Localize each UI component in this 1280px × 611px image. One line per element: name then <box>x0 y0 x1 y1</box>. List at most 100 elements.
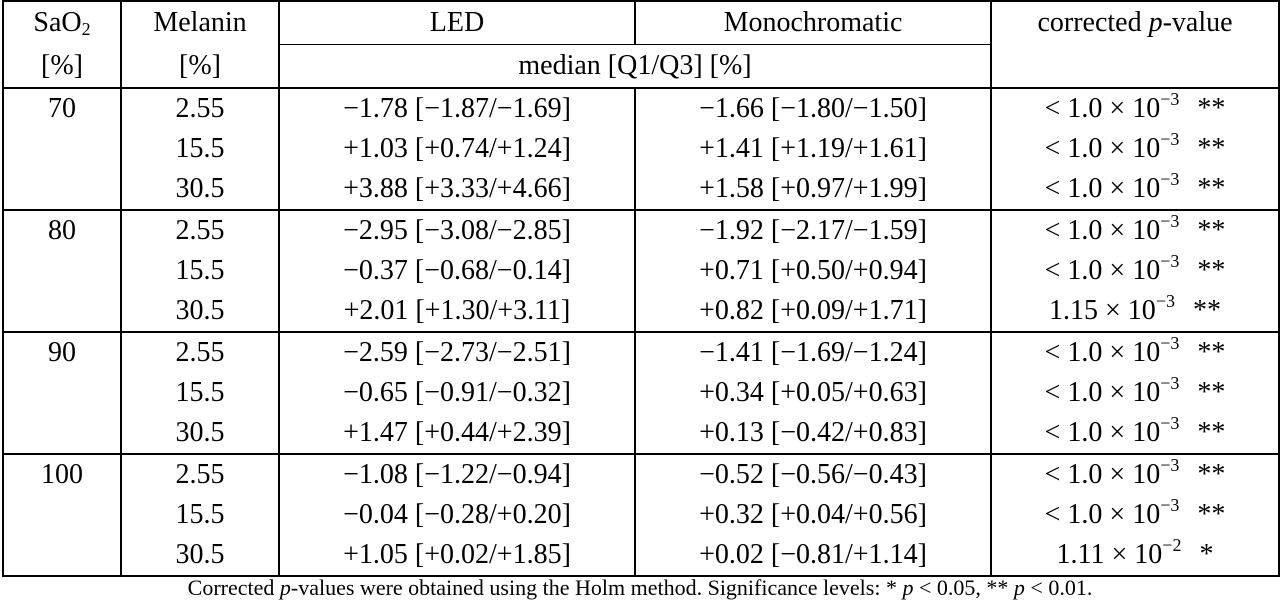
cell-led: +1.03 [+0.74/+1.24] <box>279 129 636 169</box>
pvalue-exponent: −3 <box>1160 129 1180 149</box>
cell-monochromatic: −0.52 [−0.56/−0.43] <box>635 453 992 495</box>
significance-stars: ** <box>1197 499 1226 530</box>
cell-sao2: 90 <box>2 331 122 455</box>
pvalue-mantissa: < 1.0 × 10 <box>1044 417 1161 448</box>
table-body: 70 2.55 −1.78 [−1.87/−1.69] −1.66 [−1.80/−1… <box>2 87 1280 577</box>
header-melanin-unit: [%] <box>121 44 280 88</box>
pvalue-exponent: −3 <box>1160 495 1180 515</box>
cell-pvalue: < 1.0 × 10−3 ** <box>991 495 1280 535</box>
cell-pvalue: < 1.0 × 10−3 ** <box>991 129 1280 169</box>
table-row: 80 2.55 −2.95 [−3.08/−2.85] −1.92 [−2.17/−1… <box>2 209 1280 333</box>
pvalue-mantissa: < 1.0 × 10 <box>1044 93 1161 124</box>
cell-sao2: 70 <box>2 87 122 211</box>
cell-pvalue: 1.15 × 10−3 ** <box>991 291 1280 332</box>
header-median-label: median [Q1/Q3] [%] <box>279 44 992 88</box>
table-caption: Corrected p-values were obtained using t… <box>187 575 1093 600</box>
pvalue-mantissa: < 1.0 × 10 <box>1044 215 1161 246</box>
significance-stars: ** <box>1197 337 1226 368</box>
cell-melanin: 15.5 <box>121 129 280 169</box>
pvalue-exponent: −3 <box>1160 211 1180 231</box>
pvalue-exponent: −3 <box>1160 333 1180 353</box>
significance-stars: ** <box>1197 459 1226 490</box>
cell-melanin: 30.5 <box>121 169 280 210</box>
pvalue-exponent: −2 <box>1162 535 1182 555</box>
table-row: 70 2.55 −1.78 [−1.87/−1.69] −1.66 [−1.80/−1… <box>2 87 1280 211</box>
header-monochromatic: Monochromatic <box>635 0 992 45</box>
table-row: 15.5 +1.03 [+0.74/+1.24] +1.41 [+1.19/+1.6… <box>3 129 1280 169</box>
pvalue-exponent: −3 <box>1160 455 1180 475</box>
pvalue-exponent: −3 <box>1160 373 1180 393</box>
cell-pvalue: < 1.0 × 10−3 ** <box>991 209 1280 251</box>
pvalue-mantissa: < 1.0 × 10 <box>1044 377 1161 408</box>
cell-monochromatic: +0.34 [+0.05/+0.63] <box>635 373 992 413</box>
significance-stars: ** <box>1197 215 1226 246</box>
cell-pvalue: < 1.0 × 10−3 ** <box>991 453 1280 495</box>
cell-led: −0.04 [−0.28/+0.20] <box>279 495 636 535</box>
significance-stars: ** <box>1197 133 1226 164</box>
cell-led: +1.47 [+0.44/+2.39] <box>279 413 636 454</box>
header-pvalue-empty <box>991 44 1280 88</box>
header-melanin: Melanin <box>121 0 280 45</box>
significance-stars: ** <box>1197 93 1226 124</box>
cell-melanin: 2.55 <box>121 209 280 251</box>
cell-sao2: 100 <box>2 453 122 577</box>
pvalue-exponent: −3 <box>1155 291 1175 311</box>
significance-stars: ** <box>1197 377 1226 408</box>
table-row: 15.5 −0.04 [−0.28/+0.20] +0.32 [+0.04/+0.5… <box>3 495 1280 535</box>
cell-monochromatic: +0.82 [+0.09/+1.71] <box>635 291 992 332</box>
cell-monochromatic: +1.58 [+0.97/+1.99] <box>635 169 992 210</box>
table-row: 30.5 +3.88 [+3.33/+4.66] +1.58 [+0.97/+1.9… <box>3 169 1280 210</box>
cell-melanin: 2.55 <box>121 87 280 129</box>
cell-led: −0.37 [−0.68/−0.14] <box>279 251 636 291</box>
pvalue-mantissa: < 1.0 × 10 <box>1044 459 1161 490</box>
header-row-2: [%] [%] median [Q1/Q3] [%] <box>2 44 1280 88</box>
cell-melanin: 15.5 <box>121 495 280 535</box>
header-sao2: SaO2 <box>2 0 122 45</box>
cell-led: +1.05 [+0.02/+1.85] <box>279 535 636 577</box>
significance-stars: ** <box>1197 255 1226 286</box>
cell-pvalue: 1.11 × 10−2 * <box>991 535 1280 577</box>
table-row: 30.5 +1.47 [+0.44/+2.39] +0.13 [−0.42/+0.8… <box>3 413 1280 454</box>
cell-led: −0.65 [−0.91/−0.32] <box>279 373 636 413</box>
pvalue-mantissa: < 1.0 × 10 <box>1044 173 1161 204</box>
significance-stars: ** <box>1192 295 1221 326</box>
cell-melanin: 30.5 <box>121 413 280 454</box>
cell-sao2: 80 <box>2 209 122 333</box>
pvalue-mantissa: < 1.0 × 10 <box>1044 337 1161 368</box>
cell-melanin: 30.5 <box>121 291 280 332</box>
pvalue-exponent: −3 <box>1160 169 1180 189</box>
cell-monochromatic: −1.92 [−2.17/−1.59] <box>635 209 992 251</box>
cell-monochromatic: −1.66 [−1.80/−1.50] <box>635 87 992 129</box>
cell-monochromatic: +1.41 [+1.19/+1.61] <box>635 129 992 169</box>
header-corrected-pvalue: corrected p-value <box>991 0 1280 45</box>
pvalue-mantissa: < 1.0 × 10 <box>1044 255 1161 286</box>
cell-melanin: 15.5 <box>121 373 280 413</box>
pvalue-mantissa: < 1.0 × 10 <box>1044 499 1161 530</box>
significance-stars: * <box>1199 539 1214 570</box>
cell-monochromatic: +0.32 [+0.04/+0.56] <box>635 495 992 535</box>
cell-led: +2.01 [+1.30/+3.11] <box>279 291 636 332</box>
pvalue-mantissa: 1.11 × 10 <box>1056 539 1163 570</box>
results-table: SaO2 Melanin LED Monochromatic corrected… <box>2 0 1280 577</box>
cell-pvalue: < 1.0 × 10−3 ** <box>991 413 1280 454</box>
cell-monochromatic: +0.13 [−0.42/+0.83] <box>635 413 992 454</box>
cell-led: +3.88 [+3.33/+4.66] <box>279 169 636 210</box>
cell-monochromatic: +0.02 [−0.81/+1.14] <box>635 535 992 577</box>
header-sao2-unit: [%] <box>2 44 122 88</box>
cell-pvalue: < 1.0 × 10−3 ** <box>991 87 1280 129</box>
pvalue-mantissa: < 1.0 × 10 <box>1044 133 1161 164</box>
cell-led: −2.95 [−3.08/−2.85] <box>279 209 636 251</box>
cell-pvalue: < 1.0 × 10−3 ** <box>991 251 1280 291</box>
cell-monochromatic: −1.41 [−1.69/−1.24] <box>635 331 992 373</box>
pvalue-exponent: −3 <box>1160 413 1180 433</box>
table-row: 30.5 +1.05 [+0.02/+1.85] +0.02 [−0.81/+1.1… <box>3 535 1280 577</box>
table-row: 15.5 −0.65 [−0.91/−0.32] +0.34 [+0.05/+0.6… <box>3 373 1280 413</box>
table-row: 90 2.55 −2.59 [−2.73/−2.51] −1.41 [−1.69/−1… <box>2 331 1280 455</box>
cell-pvalue: < 1.0 × 10−3 ** <box>991 373 1280 413</box>
header-led: LED <box>279 0 636 45</box>
pvalue-exponent: −3 <box>1160 251 1180 271</box>
cell-melanin: 15.5 <box>121 251 280 291</box>
cell-led: −1.08 [−1.22/−0.94] <box>279 453 636 495</box>
cell-melanin: 2.55 <box>121 331 280 373</box>
table-row: 30.5 +2.01 [+1.30/+3.11] +0.82 [+0.09/+1.7… <box>3 291 1280 332</box>
